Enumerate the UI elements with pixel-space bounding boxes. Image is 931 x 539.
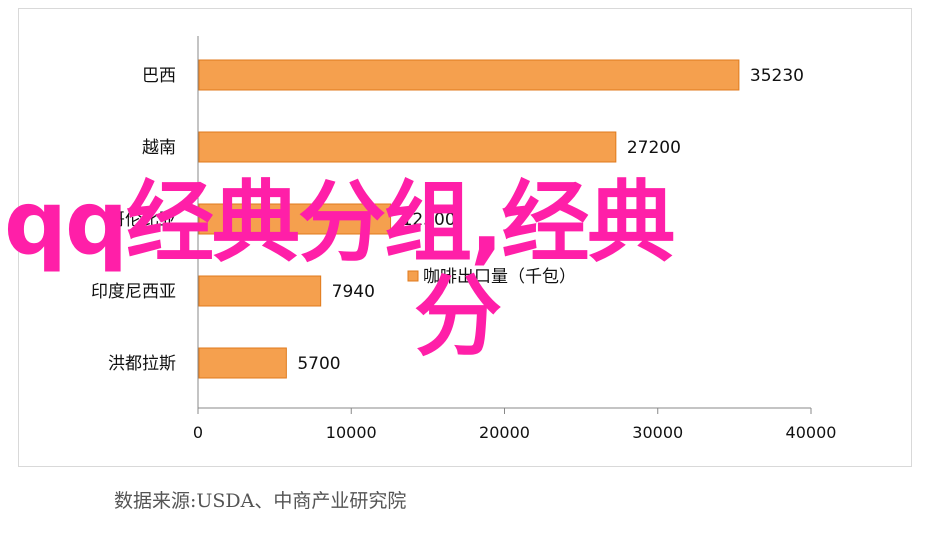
x-tick-label: 0	[193, 423, 203, 442]
category-label: 印度尼西亚	[91, 282, 176, 302]
watermark-overlay: qq经典分组,经典 分	[4, 176, 804, 364]
bar	[198, 347, 287, 379]
value-label: 5700	[297, 354, 340, 374]
bar-chart: 0 10000 20000 30000 40000 巴西 35230 越南 27200 哥伦比亚 1…	[18, 8, 912, 467]
source-note: 数据来源:USDA、中商产业研究院	[114, 490, 407, 512]
value-label: 7940	[332, 282, 375, 302]
x-tick-label: 20000	[479, 423, 530, 442]
chart-frame: 0 10000 20000 30000 40000 巴西 35230 越南 27200 哥伦比亚 1…	[18, 8, 913, 468]
legend-swatch	[407, 270, 419, 282]
bar	[198, 203, 392, 235]
category-label: 越南	[142, 138, 176, 158]
value-label: 12500	[402, 210, 456, 230]
category-label: 洪都拉斯	[108, 354, 176, 374]
x-tick-label: 40000	[786, 423, 837, 442]
watermark-line-2: 分	[414, 265, 502, 368]
value-label: 27200	[627, 138, 681, 158]
x-tick-label: 30000	[632, 423, 683, 442]
watermark-line-1: qq经典分组,经典	[4, 171, 675, 274]
bar	[198, 275, 322, 307]
bar	[198, 131, 617, 163]
bar	[198, 59, 740, 91]
category-label: 哥伦比亚	[108, 210, 176, 230]
value-label: 35230	[750, 66, 804, 86]
x-tick-label: 10000	[326, 423, 377, 442]
category-label: 巴西	[142, 66, 176, 86]
chart-border	[18, 8, 912, 467]
legend-text: 咖啡出口量（千包）	[423, 267, 576, 287]
